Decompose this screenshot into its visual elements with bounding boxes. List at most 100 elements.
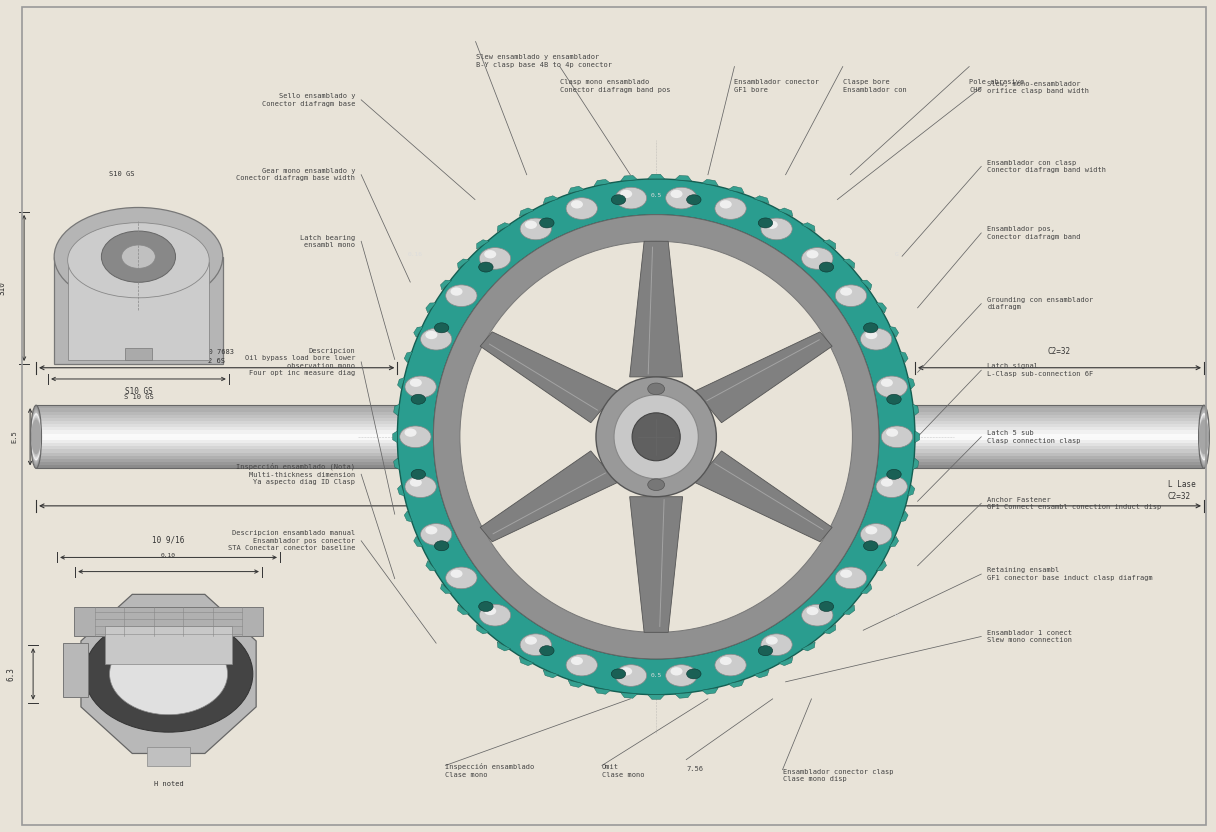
Polygon shape [801, 223, 815, 231]
Ellipse shape [596, 377, 716, 497]
Polygon shape [477, 240, 489, 249]
Circle shape [648, 383, 665, 394]
Ellipse shape [597, 378, 715, 496]
Circle shape [761, 218, 792, 240]
Polygon shape [440, 584, 451, 593]
Text: S10 7683: S10 7683 [199, 349, 233, 355]
Bar [36, 409, 1204, 412]
Ellipse shape [433, 215, 879, 659]
Bar [36, 418, 1204, 421]
Bar [147, 746, 190, 765]
Circle shape [620, 190, 632, 198]
Ellipse shape [596, 377, 716, 497]
Circle shape [484, 250, 496, 259]
Polygon shape [876, 561, 886, 571]
Text: Pole abrasive
CH0: Pole abrasive CH0 [969, 79, 1024, 92]
Polygon shape [696, 451, 832, 542]
Circle shape [880, 379, 893, 387]
Circle shape [670, 667, 682, 676]
Circle shape [434, 323, 449, 333]
Ellipse shape [596, 377, 716, 497]
Text: Grounding con ensamblador
diafragm: Grounding con ensamblador diafragm [987, 297, 1093, 310]
Polygon shape [480, 451, 618, 542]
Text: C2=32: C2=32 [1167, 493, 1190, 501]
Circle shape [863, 323, 878, 333]
Polygon shape [907, 378, 914, 389]
Circle shape [405, 376, 437, 398]
Circle shape [446, 285, 477, 306]
Circle shape [886, 469, 901, 479]
Circle shape [886, 428, 899, 437]
Circle shape [665, 187, 697, 209]
Ellipse shape [32, 410, 41, 463]
Ellipse shape [1199, 409, 1209, 465]
Circle shape [801, 604, 833, 626]
Ellipse shape [1199, 414, 1209, 459]
Text: S10 79083: S10 79083 [539, 516, 581, 524]
Polygon shape [457, 605, 469, 615]
Ellipse shape [597, 378, 716, 496]
Polygon shape [913, 404, 918, 416]
Text: S10 GS: S10 GS [109, 171, 134, 177]
Bar [106, 626, 232, 664]
Ellipse shape [1199, 412, 1209, 462]
Circle shape [840, 570, 852, 578]
Circle shape [411, 469, 426, 479]
Text: Latch signal
L-Clasp sub-connection 6F: Latch signal L-Clasp sub-connection 6F [987, 364, 1093, 377]
Circle shape [540, 646, 554, 656]
Circle shape [876, 376, 907, 398]
Polygon shape [648, 174, 665, 179]
Ellipse shape [32, 405, 41, 468]
Polygon shape [889, 537, 899, 547]
Bar [36, 405, 1204, 409]
Text: Ensamblador conector
GF1 bore: Ensamblador conector GF1 bore [734, 79, 820, 92]
Text: 0.9: 0.9 [410, 613, 421, 618]
Bar [68, 262, 209, 360]
Circle shape [861, 329, 891, 350]
Circle shape [761, 634, 792, 656]
Polygon shape [620, 693, 637, 698]
Polygon shape [843, 259, 855, 269]
Bar [36, 412, 1204, 414]
Ellipse shape [32, 413, 41, 461]
Polygon shape [801, 642, 815, 651]
Polygon shape [457, 259, 469, 269]
Text: Inspección ensamblado
Clase mono: Inspección ensamblado Clase mono [445, 764, 535, 778]
Circle shape [863, 541, 878, 551]
Bar [36, 433, 1204, 437]
Bar [74, 607, 264, 636]
Bar [36, 443, 1204, 446]
Ellipse shape [597, 378, 716, 496]
Circle shape [400, 426, 430, 448]
Circle shape [101, 231, 175, 282]
Circle shape [405, 476, 437, 498]
Polygon shape [440, 280, 451, 290]
Bar [36, 421, 1204, 424]
Circle shape [479, 604, 511, 626]
Text: Slew, mono-ensamblador
orifice clasp band width: Slew, mono-ensamblador orifice clasp ban… [987, 81, 1090, 94]
Circle shape [882, 426, 912, 448]
Bar [63, 643, 89, 697]
Circle shape [806, 607, 818, 615]
Circle shape [122, 245, 156, 268]
Ellipse shape [614, 395, 698, 478]
Ellipse shape [32, 419, 41, 454]
Circle shape [450, 570, 462, 578]
Text: 6.3: 6.3 [7, 667, 16, 681]
Circle shape [421, 329, 452, 350]
Bar [36, 465, 1204, 468]
Text: S10 GS: S10 GS [124, 387, 152, 396]
Polygon shape [913, 458, 918, 469]
Polygon shape [544, 196, 558, 204]
Text: C2=32: C2=32 [1048, 348, 1071, 356]
Text: Ensamblador pos,
Conector diafragm band: Ensamblador pos, Conector diafragm band [987, 226, 1081, 240]
Text: Latch 5 sub
Clasp connection clasp: Latch 5 sub Clasp connection clasp [987, 430, 1081, 443]
Ellipse shape [597, 378, 715, 496]
Text: G: G [895, 613, 899, 618]
Text: 7.56: 7.56 [686, 766, 703, 772]
Text: S10: S10 [0, 281, 7, 295]
Text: Ensamblador conector clasp
Clase mono disp: Ensamblador conector clasp Clase mono di… [783, 769, 893, 782]
Polygon shape [568, 186, 584, 193]
Text: Latch bearing
ensambl mono: Latch bearing ensambl mono [300, 235, 355, 248]
Text: Retaining ensambl
GF1 conector base induct clasp diafragm: Retaining ensambl GF1 conector base indu… [987, 567, 1153, 581]
